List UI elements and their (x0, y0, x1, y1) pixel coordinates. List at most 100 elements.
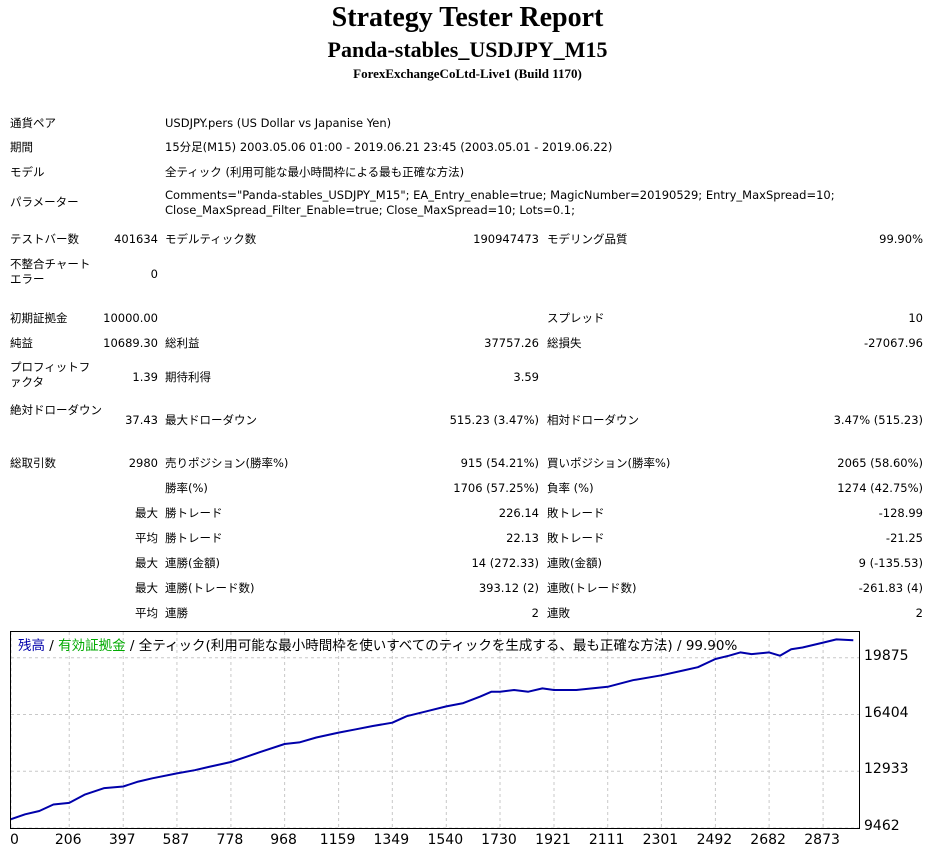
x-tick-label: 968 (270, 832, 297, 848)
x-tick-label: 2682 (750, 832, 786, 848)
x-tick-label: 0 (10, 832, 19, 848)
x-tick-label: 1159 (319, 832, 356, 848)
x-tick-label: 397 (108, 832, 136, 848)
absolute-drawdown-value: 37.43 (125, 413, 158, 427)
model-label: モデル (10, 165, 45, 179)
deposit-label: 初期証拠金 (10, 311, 68, 325)
symbol-value: USDJPY.pers (US Dollar vs Japanise Yen) (165, 116, 392, 130)
long-positions-label: 買いポジション(勝率%) (547, 456, 671, 470)
max-consecutive-prefix: 最大 (135, 556, 158, 570)
average-loss-label: 敗トレード (547, 531, 605, 545)
report-subtitle: Panda-stables_USDJPY_M15 (327, 37, 608, 62)
largest-win-label: 勝トレード (165, 506, 223, 520)
period-label: 期間 (10, 140, 33, 154)
average-loss-value: -21.25 (885, 531, 923, 545)
max-consecutive-wins-value: 14 (272.33) (471, 556, 539, 570)
long-positions-value: 2065 (58.60%) (837, 456, 923, 470)
win-rate-value: 1706 (57.25%) (453, 481, 539, 495)
quality-label: モデリング品質 (547, 232, 628, 246)
max-consecutive-trades-prefix: 最大 (135, 581, 158, 595)
x-tick-label: 1921 (535, 832, 571, 848)
net-value: 10689.30 (103, 336, 158, 350)
mismatch-label: 不整合チャートエラー (10, 257, 91, 286)
chart-plot-area (11, 632, 859, 828)
x-tick-label: 587 (162, 832, 190, 848)
x-tick-label: 778 (216, 832, 244, 848)
max-consecutive-wins-label: 連勝(金額) (165, 556, 220, 570)
largest-win-value: 226.14 (498, 506, 539, 520)
legend-equity: 有効証拠金 (58, 638, 126, 654)
max-consecutive-losses-value: 9 (-135.53) (858, 556, 923, 570)
net-label: 純益 (10, 336, 33, 350)
average-consecutive-prefix: 平均 (135, 606, 158, 620)
max-drawdown-label: 最大ドローダウン (165, 413, 257, 427)
gross-loss-label: 総損失 (547, 336, 582, 350)
ticks-value: 190947473 (473, 232, 539, 246)
max-consecutive-profit-label: 連勝(トレード数) (165, 581, 255, 595)
max-drawdown-value: 515.23 (3.47%) (449, 413, 539, 427)
y-tick-label: 16404 (864, 704, 909, 721)
max-consecutive-losses-label: 連敗(金額) (547, 556, 602, 570)
deposit-value: 10000.00 (103, 311, 158, 325)
x-tick-label: 2301 (642, 832, 679, 848)
expected-payoff-label: 期待利得 (165, 370, 211, 384)
x-tick-label: 2492 (696, 832, 733, 848)
y-tick-label: 12933 (864, 761, 909, 778)
params-line-2: Close_MaxSpread_Filter_Enable=true; Clos… (165, 203, 575, 217)
short-positions-label: 売りポジション(勝率%) (165, 456, 289, 470)
legend-model-description: / 全ティック(利用可能な最小時間枠を使いすべてのティックを生成する、最も正確な… (125, 638, 738, 654)
relative-drawdown-label: 相対ドローダウン (547, 413, 639, 427)
bars-value: 401634 (114, 232, 158, 246)
average-consecutive-wins-value: 2 (531, 606, 539, 620)
x-tick-label: 206 (54, 832, 82, 848)
max-consecutive-profit-value: 393.12 (2) (478, 581, 539, 595)
largest-prefix: 最大 (135, 506, 158, 520)
loss-rate-label: 負率 (%) (547, 481, 594, 495)
ticks-label: モデルティック数 (165, 232, 257, 246)
gross-profit-value: 37757.26 (484, 336, 539, 350)
spread-label: スプレッド (547, 311, 605, 325)
average-consecutive-wins-label: 連勝 (165, 606, 188, 620)
largest-loss-value: -128.99 (878, 506, 923, 520)
average-consecutive-losses-label: 連敗 (547, 606, 570, 620)
short-positions-value: 915 (54.21%) (460, 456, 539, 470)
expected-payoff-value: 3.59 (513, 370, 539, 384)
chart-legend: 残高 / 有効証拠金 / 全ティック(利用可能な最小時間枠を使いすべてのティック… (18, 634, 737, 654)
max-consecutive-loss-value: -261.83 (4) (858, 581, 923, 595)
total-trades-label: 総取引数 (10, 456, 56, 470)
spread-value: 10 (908, 311, 923, 325)
y-tick-label: 19875 (864, 647, 909, 664)
loss-rate-value: 1274 (42.75%) (837, 481, 923, 495)
params-label: パラメーター (10, 195, 79, 209)
bars-label: テストバー数 (10, 232, 79, 246)
max-consecutive-loss-label: 連敗(トレード数) (547, 581, 637, 595)
server-build: ForexExchangeCoLtd-Live1 (Build 1170) (353, 66, 582, 81)
profit-factor-value: 1.39 (132, 370, 158, 384)
balance-line (11, 638, 854, 821)
total-trades-value: 2980 (128, 456, 158, 470)
quality-value: 99.90% (879, 232, 923, 246)
x-tick-label: 2111 (588, 832, 625, 848)
x-tick-label: 1730 (481, 832, 517, 848)
legend-separator: / (45, 638, 59, 654)
average-win-label: 勝トレード (165, 531, 223, 545)
average-prefix: 平均 (135, 531, 158, 545)
x-tick-label: 2873 (804, 832, 840, 848)
x-tick-label: 1540 (427, 832, 464, 848)
params-line-1: Comments="Panda-stables_USDJPY_M15"; EA_… (165, 188, 835, 202)
y-tick-label: 9462 (864, 818, 900, 834)
largest-loss-label: 敗トレード (547, 506, 605, 520)
relative-drawdown-value: 3.47% (515.23) (833, 413, 923, 427)
gross-profit-label: 総利益 (165, 336, 200, 350)
average-consecutive-losses-value: 2 (915, 606, 923, 620)
model-value: 全ティック (利用可能な最小時間枠による最も正確な方法) (165, 165, 465, 179)
symbol-label: 通貨ペア (10, 116, 56, 130)
period-value: 15分足(M15) 2003.05.06 01:00 - 2019.06.21 … (165, 140, 613, 154)
absolute-drawdown-label: 絶対ドローダウン (10, 403, 102, 417)
report-title: Strategy Tester Report (331, 2, 604, 33)
gross-loss-value: -27067.96 (863, 336, 923, 350)
x-tick-label: 1349 (373, 832, 410, 848)
average-win-value: 22.13 (506, 531, 539, 545)
legend-balance: 残高 (18, 638, 45, 654)
balance-chart: 残高 / 有効証拠金 / 全ティック(利用可能な最小時間枠を使いすべてのティック… (10, 631, 860, 829)
